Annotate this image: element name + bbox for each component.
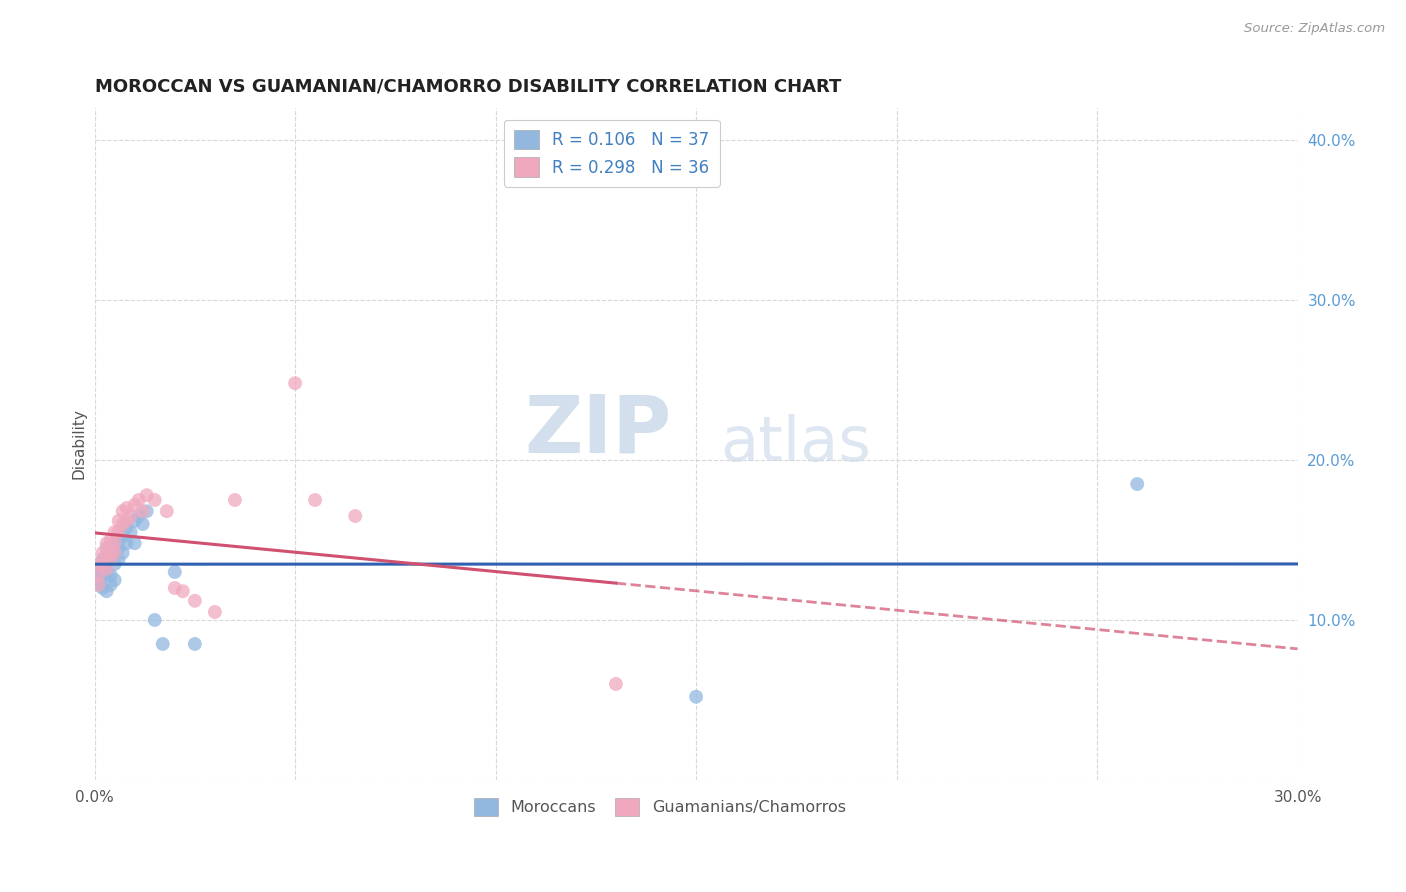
- Point: [184, 637, 207, 651]
- Point: [107, 552, 129, 566]
- Point: [111, 530, 134, 544]
- Point: [107, 524, 129, 539]
- Point: [111, 504, 134, 518]
- Point: [96, 584, 118, 599]
- Text: Source: ZipAtlas.com: Source: ZipAtlas.com: [1244, 22, 1385, 36]
- Point: [87, 573, 110, 587]
- Point: [91, 552, 114, 566]
- Point: [115, 536, 138, 550]
- Point: [224, 493, 246, 508]
- Point: [1126, 477, 1149, 491]
- Point: [124, 536, 146, 550]
- Point: [91, 557, 114, 571]
- Point: [107, 533, 129, 547]
- Point: [184, 594, 207, 608]
- Point: [115, 501, 138, 516]
- Point: [131, 516, 153, 531]
- Point: [96, 557, 118, 571]
- Point: [156, 504, 179, 518]
- Point: [605, 677, 627, 691]
- Point: [163, 581, 186, 595]
- Point: [104, 557, 127, 571]
- Point: [96, 549, 118, 563]
- Point: [135, 488, 157, 502]
- Point: [143, 613, 166, 627]
- Point: [128, 493, 150, 508]
- Point: [284, 376, 307, 391]
- Point: [91, 546, 114, 560]
- Point: [143, 493, 166, 508]
- Point: [87, 578, 110, 592]
- Point: [111, 516, 134, 531]
- Point: [91, 581, 114, 595]
- Point: [96, 565, 118, 579]
- Text: ZIP: ZIP: [524, 392, 672, 469]
- Point: [152, 637, 174, 651]
- Point: [100, 568, 122, 582]
- Point: [120, 508, 142, 523]
- Point: [124, 498, 146, 512]
- Point: [107, 541, 129, 555]
- Point: [115, 514, 138, 528]
- Point: [172, 584, 194, 599]
- Point: [124, 514, 146, 528]
- Point: [120, 524, 142, 539]
- Point: [104, 573, 127, 587]
- Point: [128, 508, 150, 523]
- Point: [163, 565, 186, 579]
- Point: [100, 552, 122, 566]
- Point: [87, 557, 110, 571]
- Point: [96, 562, 118, 576]
- Y-axis label: Disability: Disability: [72, 409, 86, 480]
- Point: [104, 536, 127, 550]
- Point: [115, 520, 138, 534]
- Point: [100, 533, 122, 547]
- Point: [304, 493, 326, 508]
- Point: [104, 524, 127, 539]
- Point: [104, 546, 127, 560]
- Point: [111, 546, 134, 560]
- Point: [96, 536, 118, 550]
- Point: [104, 536, 127, 550]
- Legend: Moroccans, Guamanians/Chamorros: Moroccans, Guamanians/Chamorros: [467, 791, 852, 822]
- Point: [100, 544, 122, 558]
- Point: [135, 504, 157, 518]
- Text: atlas: atlas: [720, 414, 872, 474]
- Point: [685, 690, 707, 704]
- Point: [131, 504, 153, 518]
- Point: [87, 578, 110, 592]
- Point: [344, 508, 367, 523]
- Point: [104, 546, 127, 560]
- Point: [100, 549, 122, 563]
- Point: [91, 568, 114, 582]
- Point: [87, 568, 110, 582]
- Point: [204, 605, 226, 619]
- Point: [107, 514, 129, 528]
- Point: [100, 578, 122, 592]
- Text: MOROCCAN VS GUAMANIAN/CHAMORRO DISABILITY CORRELATION CHART: MOROCCAN VS GUAMANIAN/CHAMORRO DISABILIT…: [94, 78, 841, 95]
- Point: [87, 565, 110, 579]
- Point: [91, 562, 114, 576]
- Point: [96, 541, 118, 555]
